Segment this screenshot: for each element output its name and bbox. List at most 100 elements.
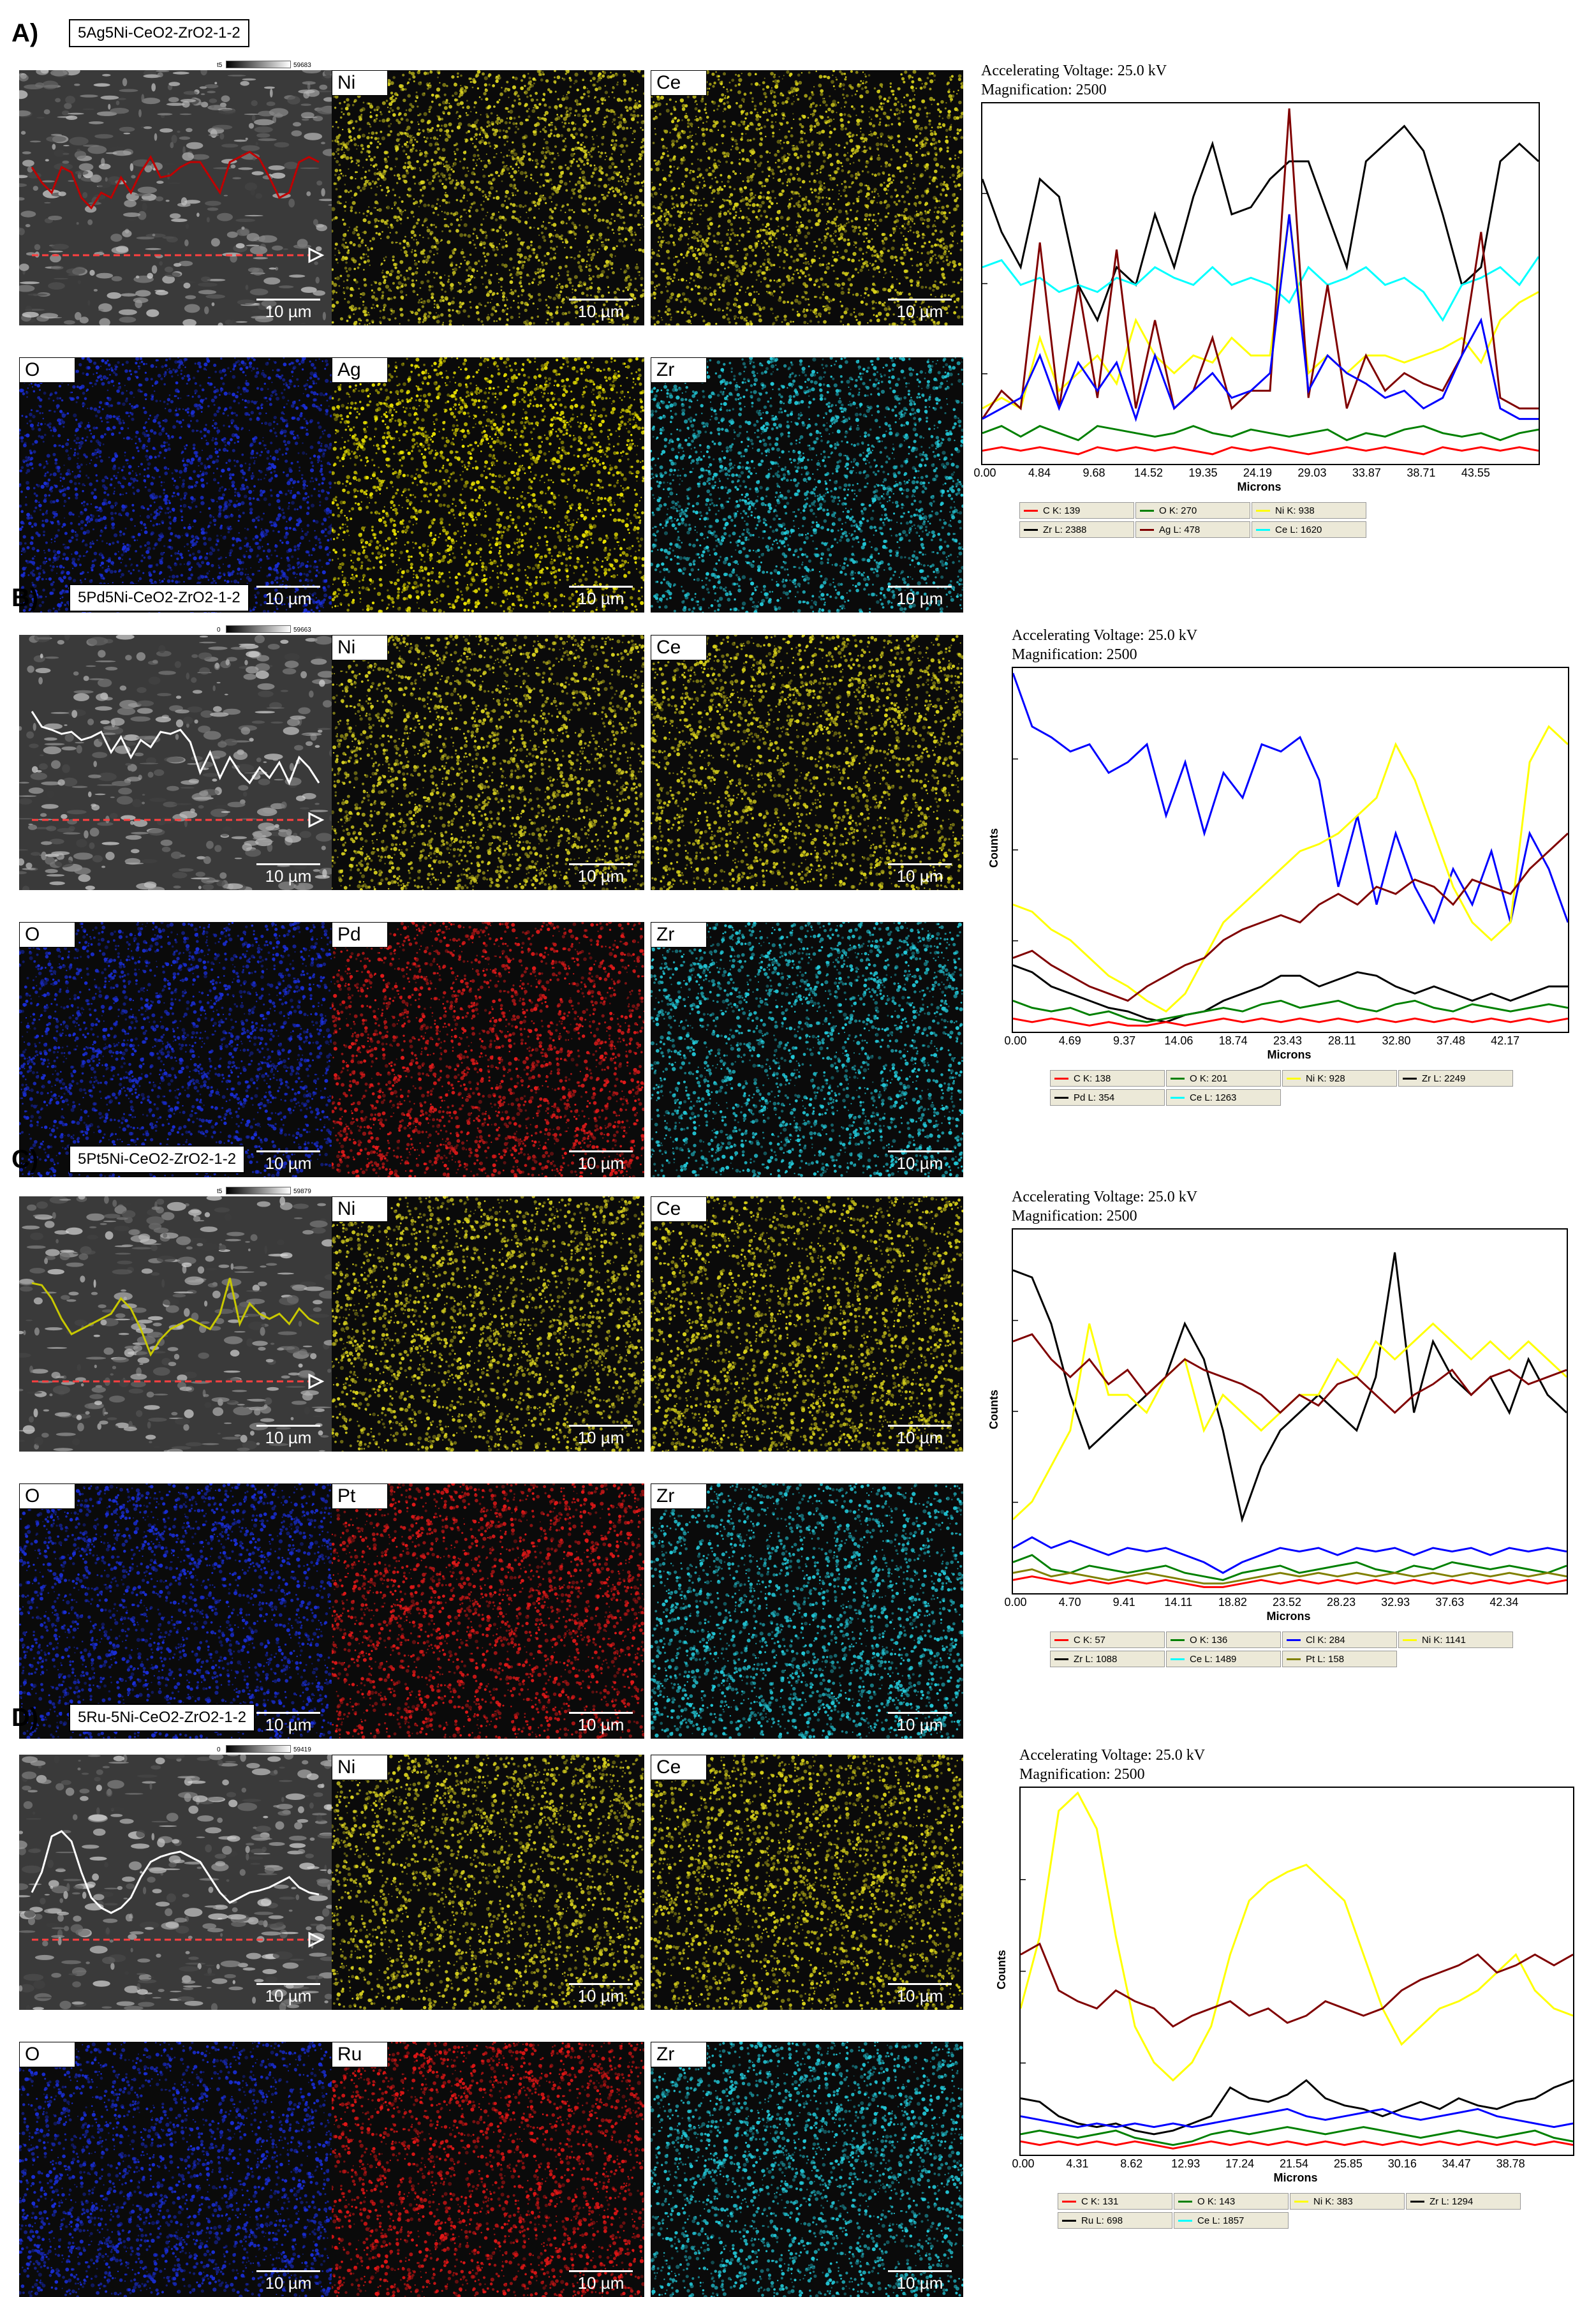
scale-bar-label: 10 µm <box>256 866 320 886</box>
scale-bar: 10 µm <box>888 1983 952 2006</box>
scale-bar: 10 µm <box>256 1712 320 1735</box>
legend-text: Ni K: 1141 <box>1422 1635 1466 1646</box>
legend-swatch <box>1054 1097 1068 1099</box>
legend-swatch <box>1062 2220 1076 2222</box>
legend-text: Ru L: 698 <box>1081 2215 1123 2226</box>
scale-bar-label: 10 µm <box>569 1428 633 1448</box>
scale-bar-line <box>256 863 320 865</box>
x-tick-label: 12.93 <box>1171 2157 1200 2171</box>
colorbar-gradient <box>226 1745 291 1753</box>
scale-bar-label: 10 µm <box>888 1154 952 1173</box>
scale-bar: 10 µm <box>256 1150 320 1173</box>
line-scan-plot <box>1019 1787 1574 2156</box>
legend-text: Ni K: 928 <box>1306 1073 1345 1084</box>
x-tick-label: 30.16 <box>1388 2157 1417 2171</box>
colorbar-gradient <box>226 61 291 68</box>
scale-bar-line <box>569 2270 633 2272</box>
legend-entry: Ni K: 928 <box>1282 1070 1397 1087</box>
y-axis-label: Counts <box>987 828 1001 868</box>
legend-swatch <box>1171 1078 1185 1080</box>
x-tick-label: 38.78 <box>1496 2157 1525 2171</box>
series-line <box>982 447 1539 454</box>
scale-bar: 10 µm <box>888 1150 952 1173</box>
colorbar-min: 0 <box>217 1746 221 1753</box>
scale-bar: 10 µm <box>256 863 320 886</box>
scale-bar-label: 10 µm <box>888 1986 952 2006</box>
legend-entry: Pd L: 354 <box>1050 1089 1165 1106</box>
element-label: Zr <box>651 2042 707 2067</box>
sem-image: 10 µm <box>19 70 332 325</box>
legend-text: Ni K: 383 <box>1313 2196 1353 2207</box>
scale-bar: 10 µm <box>256 586 320 609</box>
element-label: O <box>19 2042 75 2067</box>
element-map-o: O 10 µm <box>19 922 332 1177</box>
panel-label: B) <box>11 584 38 613</box>
x-tick-label: 37.63 <box>1435 1596 1464 1609</box>
legend-entry: C K: 57 <box>1050 1632 1165 1648</box>
legend-entry: Zr L: 2388 <box>1019 521 1134 538</box>
legend-entry: Ni K: 383 <box>1290 2193 1405 2210</box>
scale-bar-line <box>569 1425 633 1427</box>
legend-text: Zr L: 1294 <box>1430 2196 1473 2207</box>
scale-bar-label: 10 µm <box>888 866 952 886</box>
x-tick-label: 4.70 <box>1059 1596 1081 1609</box>
colorbar-max: 59683 <box>293 62 311 69</box>
panel-label: D) <box>11 1704 38 1732</box>
scale-bar-label: 10 µm <box>256 1986 320 2006</box>
legend-swatch <box>1403 1639 1417 1641</box>
legend-entry: O K: 136 <box>1166 1632 1281 1648</box>
legend-swatch <box>1024 510 1038 512</box>
legend-swatch <box>1062 2201 1076 2203</box>
scale-bar: 10 µm <box>256 1425 320 1448</box>
legend-entry: Ce L: 1857 <box>1174 2212 1289 2229</box>
legend-text: O K: 143 <box>1197 2196 1235 2207</box>
scale-bar: 10 µm <box>888 1712 952 1735</box>
x-tick-label: 42.17 <box>1491 1034 1519 1048</box>
legend-swatch <box>1171 1097 1185 1099</box>
element-label: O <box>19 922 75 948</box>
legend-text: Ce L: 1857 <box>1197 2215 1244 2226</box>
series-line <box>1021 2080 1573 2134</box>
x-tick-label: 34.47 <box>1442 2157 1471 2171</box>
legend-swatch <box>1287 1639 1301 1641</box>
legend-swatch <box>1171 1639 1185 1641</box>
x-tick-label: 37.48 <box>1437 1034 1465 1048</box>
x-tick-label: 9.68 <box>1082 466 1105 480</box>
legend-swatch <box>1024 529 1038 531</box>
scale-bar-line <box>569 863 633 865</box>
scale-bar-line <box>569 1983 633 1985</box>
legend-entry: Ce L: 1263 <box>1166 1089 1281 1106</box>
scale-bar-line <box>888 586 952 588</box>
magnification: Magnification: 2500 <box>1012 645 1137 664</box>
scale-bar-line <box>256 1425 320 1427</box>
element-label: Pt <box>332 1483 388 1509</box>
series-line <box>1021 2109 1573 2127</box>
legend-text: Cl K: 284 <box>1306 1635 1345 1646</box>
scale-bar-label: 10 µm <box>569 1154 633 1173</box>
scale-bar-label: 10 µm <box>256 1428 320 1448</box>
legend-entry: C K: 139 <box>1019 502 1134 519</box>
line-scan-plot <box>1012 667 1569 1033</box>
legend-entry: O K: 270 <box>1135 502 1250 519</box>
colorbar-max: 59419 <box>293 1746 311 1753</box>
legend-entry: Pt L: 158 <box>1282 1651 1397 1667</box>
scale-bar-label: 10 µm <box>569 1986 633 2006</box>
x-tick-label: 28.11 <box>1328 1034 1356 1048</box>
legend-entry: Ce L: 1620 <box>1252 521 1366 538</box>
scale-bar-line <box>569 1150 633 1152</box>
scale-bar-line <box>888 2270 952 2272</box>
scale-bar-line <box>256 2270 320 2272</box>
x-tick-label: 0.00 <box>1012 2157 1034 2171</box>
scale-bar: 10 µm <box>888 299 952 322</box>
